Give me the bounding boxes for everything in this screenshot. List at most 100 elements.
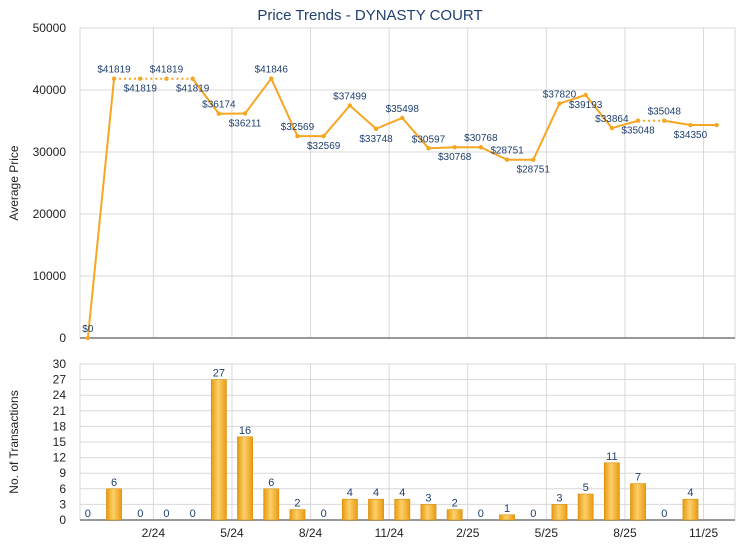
- x-tick-label: 11/25: [689, 526, 718, 540]
- price-point: [714, 122, 719, 128]
- price-data-label: $28751: [517, 165, 551, 176]
- y-axis-label: No. of Transactions: [7, 390, 21, 493]
- price-data-label: $33748: [359, 134, 393, 145]
- price-point: [400, 115, 405, 121]
- y-tick-label: 3: [59, 497, 66, 511]
- transaction-bar: [289, 509, 306, 521]
- bar-value-label: 0: [190, 508, 196, 520]
- y-tick-label: 18: [53, 419, 67, 433]
- price-point: [111, 76, 117, 81]
- y-tick-label: 21: [53, 404, 67, 418]
- price-data-label: $0: [82, 324, 94, 335]
- price-line-segment: [532, 103, 561, 161]
- price-chart: 0 10000 20000 30000 40000 50000 Average Price $…: [7, 21, 736, 345]
- price-line-segment: [559, 94, 586, 105]
- price-point: [216, 111, 222, 116]
- price-data-label: $28751: [490, 146, 524, 157]
- price-data-label: $32569: [281, 122, 315, 133]
- transaction-bar: [499, 514, 515, 521]
- price-line-segment: [270, 78, 299, 137]
- y-tick-label: 40000: [33, 83, 67, 97]
- price-point: [583, 92, 588, 98]
- x-tick-label: 5/24: [220, 526, 244, 540]
- bar-value-label: 0: [478, 508, 484, 520]
- price-data-label: $37820: [543, 90, 577, 101]
- bar-value-label: 7: [635, 472, 641, 484]
- price-line-segment: [86, 78, 116, 339]
- transaction-bar: [420, 504, 437, 521]
- bar-value-label: 4: [347, 487, 353, 499]
- y-tick-label: 27: [53, 373, 67, 387]
- y-axis-label: Average Price: [7, 145, 21, 220]
- x-tick-label: 2/25: [456, 526, 480, 540]
- bar-value-label: 0: [137, 508, 143, 520]
- x-tick-label: 2/24: [142, 526, 166, 540]
- transaction-bar: [106, 488, 122, 521]
- price-data-label: $35498: [386, 104, 420, 115]
- price-data-label: $39193: [569, 100, 603, 111]
- price-data-label: $41819: [150, 65, 184, 76]
- price-point: [635, 118, 641, 123]
- price-point: [321, 133, 326, 139]
- price-data-label: $35048: [648, 107, 682, 118]
- y-tick-label: 6: [59, 482, 66, 496]
- x-tick-label: 8/24: [299, 526, 323, 540]
- price-data-label: $30768: [438, 152, 472, 163]
- transaction-bar: [263, 488, 280, 521]
- bar-value-label: 0: [530, 508, 536, 520]
- plot-area: [79, 27, 736, 339]
- y-tick-label: 10000: [33, 269, 67, 283]
- transaction-bar: [341, 498, 358, 521]
- price-line-segment: [664, 119, 691, 127]
- price-point: [662, 118, 667, 123]
- price-point: [531, 157, 536, 162]
- y-tick-label: 0: [59, 513, 66, 527]
- y-tick-label: 15: [53, 435, 67, 449]
- y-tick-label: 20000: [33, 207, 67, 221]
- y-tick-label: 24: [53, 388, 67, 402]
- y-tick-label: 50000: [33, 21, 67, 35]
- x-tick-label: 8/25: [613, 526, 637, 540]
- price-data-label: $36211: [229, 118, 262, 129]
- price-line-segment: [191, 78, 220, 115]
- transaction-bar: [577, 493, 594, 521]
- transaction-bar: [394, 498, 411, 521]
- price-data-label: $41819: [124, 84, 158, 95]
- price-point: [190, 76, 195, 81]
- price-line-segment: [428, 146, 455, 150]
- bar-value-label: 11: [606, 451, 617, 463]
- bar-value-label: 2: [294, 498, 300, 510]
- transaction-bar: [551, 504, 568, 521]
- bar-value-label: 4: [687, 487, 693, 499]
- y-tick-label: 12: [53, 451, 67, 465]
- price-data-label: $30597: [412, 134, 446, 145]
- x-tick-label: 11/24: [375, 526, 404, 540]
- bar-value-label: 3: [556, 492, 562, 504]
- price-line-segment: [584, 94, 613, 129]
- bar-value-label: 27: [213, 368, 225, 380]
- price-point: [557, 101, 562, 106]
- price-line-segment: [349, 104, 377, 130]
- price-point: [373, 126, 379, 131]
- price-data-label: $32569: [307, 141, 341, 152]
- bar-value-label: 0: [321, 508, 327, 520]
- price-data-label: $34350: [674, 130, 708, 141]
- bar-value-label: 6: [268, 477, 274, 489]
- price-point: [138, 76, 143, 81]
- price-point: [85, 335, 91, 341]
- bar-value-label: 16: [239, 425, 251, 437]
- bar-value-label: 4: [373, 487, 379, 499]
- y-tick-label: 9: [59, 466, 66, 480]
- price-point: [609, 125, 615, 131]
- price-point: [269, 76, 274, 81]
- bar-value-label: 1: [504, 503, 510, 515]
- price-point: [426, 146, 431, 151]
- price-data-label: $41846: [255, 65, 289, 76]
- bar-value-label: 4: [399, 487, 405, 499]
- price-point: [164, 76, 169, 81]
- x-tick-label: 5/25: [535, 526, 559, 540]
- price-point: [478, 145, 484, 150]
- price-data-label: $30768: [464, 133, 498, 144]
- transaction-bar: [630, 483, 646, 521]
